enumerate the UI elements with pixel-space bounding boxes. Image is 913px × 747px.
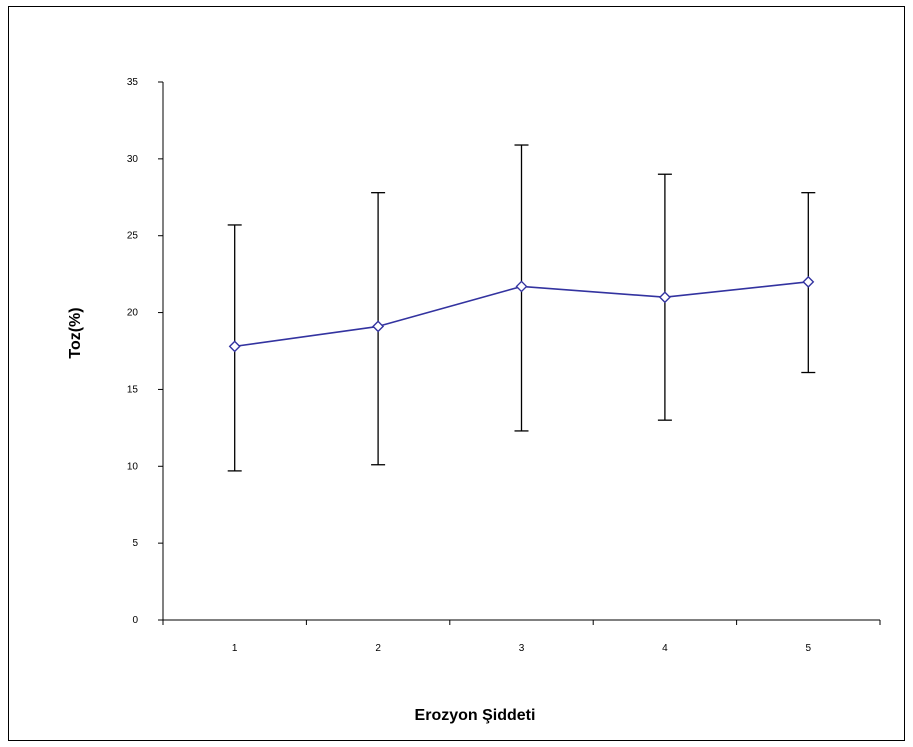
y-ticks: 0 5 10 15 20 25 30 35 <box>127 77 163 626</box>
data-point-marker <box>658 291 671 304</box>
x-tick-label: 1 <box>232 643 238 654</box>
x-tick-label: 5 <box>806 643 812 654</box>
y-axis-title: Toz(%) <box>67 307 84 358</box>
y-tick-label: 25 <box>127 231 139 242</box>
x-ticks: 1 2 3 4 5 <box>162 620 881 654</box>
y-tick-label: 30 <box>127 154 139 165</box>
x-tick-label: 4 <box>662 643 668 654</box>
data-markers <box>228 275 815 353</box>
y-tick-label: 10 <box>127 461 139 472</box>
y-tick-label: 35 <box>127 77 139 88</box>
x-tick-label: 3 <box>519 643 525 654</box>
y-tick-label: 5 <box>132 538 138 549</box>
data-point-marker <box>802 275 815 288</box>
data-point-marker <box>372 320 385 333</box>
data-point-marker <box>515 280 528 293</box>
y-tick-label: 20 <box>127 308 139 319</box>
x-axis-title: Erozyon Şiddeti <box>415 707 536 724</box>
y-tick-label: 15 <box>127 384 139 395</box>
chart-frame <box>8 6 905 741</box>
error-bars <box>227 144 816 472</box>
y-tick-label: 0 <box>132 615 138 626</box>
data-point-marker <box>228 340 241 353</box>
x-tick-label: 2 <box>375 643 381 654</box>
